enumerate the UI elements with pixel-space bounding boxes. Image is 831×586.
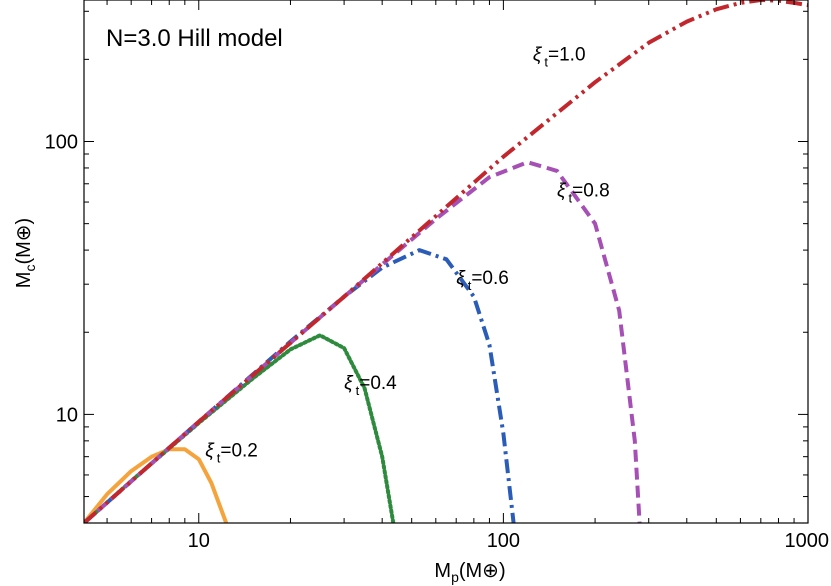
- x-axis-title: Mp(M⊕): [434, 560, 505, 585]
- plot-area: 10 100 1000 10 100: [45, 0, 829, 552]
- ticks-layer: 10 100 1000 10 100: [45, 0, 829, 552]
- annotations: ξ t=0.2 ξ t=0.4 ξ t=0.6 ξ t=0.8 ξ t=1.0: [205, 45, 609, 466]
- series-label-0: ξ t=0.2: [205, 441, 258, 466]
- x-tick-label: 10: [188, 530, 210, 552]
- y-axis-title: Mc(M⊕): [13, 218, 38, 288]
- series-label-2: ξ t=0.6: [456, 268, 509, 293]
- y-tick-label: 100: [45, 132, 78, 154]
- x-tick-label: 100: [487, 530, 520, 552]
- chart-title: N=3.0 Hill model: [106, 25, 283, 52]
- series-line-2: [84, 248, 516, 523]
- series-label-4: ξ t=1.0: [533, 45, 586, 70]
- series-label-3: ξ t=0.8: [557, 180, 610, 205]
- series-line-1: [84, 333, 396, 523]
- y-tick-label: 10: [56, 404, 78, 426]
- plot-frame: [83, 0, 809, 524]
- series-label-1: ξ t=0.4: [344, 373, 397, 398]
- x-tick-label: 1000: [785, 530, 830, 552]
